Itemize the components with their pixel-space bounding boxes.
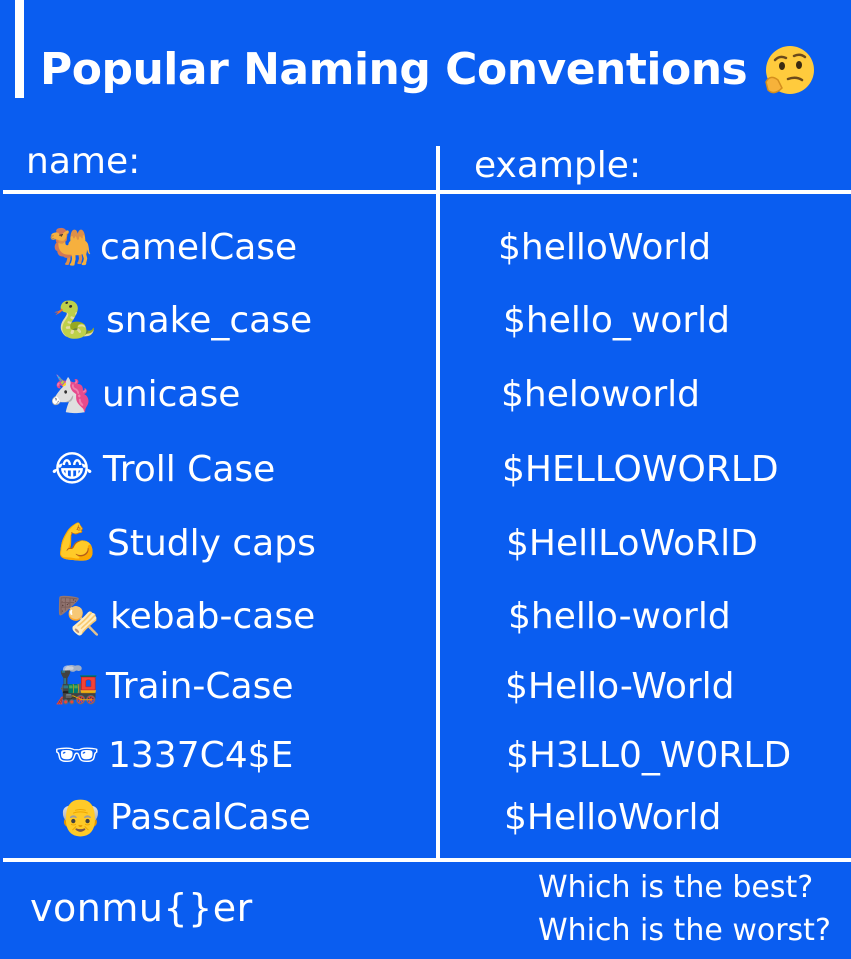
convention-example: $H3LL0_W0RLD	[506, 735, 792, 776]
example-column-header: example:	[474, 145, 642, 186]
unicorn-icon: 🦄	[48, 374, 93, 415]
snake-icon: 🐍	[52, 300, 97, 341]
convention-name: snake_case	[106, 300, 313, 341]
convention-name: PascalCase	[110, 797, 311, 838]
list-item: 💪 Studly caps $HellLoWoRlD	[0, 515, 851, 575]
convention-example: $Hello-World	[505, 666, 735, 707]
convention-name: Train-Case	[106, 666, 294, 707]
brand-logo: vonmu{}er	[30, 886, 253, 930]
question-best: Which is the best?	[538, 870, 814, 905]
list-item: 👴 PascalCase $HelloWorld	[0, 790, 851, 850]
title-accent-bar	[15, 0, 24, 98]
column-divider	[436, 146, 440, 862]
locomotive-icon: 🚂	[54, 665, 99, 706]
page-title: Popular Naming Conventions	[40, 44, 748, 95]
sunglasses-icon: 🕶	[54, 735, 100, 776]
convention-example: $helloWorld	[498, 227, 712, 268]
question-worst: Which is the worst?	[538, 913, 831, 948]
list-item: 🐍 snake_case $hello_world	[0, 293, 851, 353]
flexed-biceps-icon: 💪	[54, 522, 99, 563]
convention-example: $HellLoWoRlD	[506, 523, 758, 564]
list-item: 🚂 Train-Case $Hello-World	[0, 658, 851, 718]
list-item: 🍢 kebab-case $hello-world	[0, 589, 851, 649]
laughing-face-icon: 😂	[50, 449, 94, 490]
footer-divider	[3, 858, 851, 862]
header-divider	[3, 190, 851, 194]
convention-name: Troll Case	[103, 449, 276, 490]
convention-example: $hello_world	[503, 300, 731, 341]
camel-icon: 🐫	[48, 227, 93, 268]
convention-example: $HelloWorld	[504, 797, 722, 838]
list-item: 🕶 1337C4$E $H3LL0_W0RLD	[0, 728, 851, 788]
thinking-face-icon	[765, 46, 814, 94]
convention-name: 1337C4$E	[108, 735, 294, 776]
convention-example: $HELLOWORLD	[502, 449, 779, 490]
list-item: 🦄 unicase $heloworld	[0, 367, 851, 427]
convention-name: unicase	[102, 374, 241, 415]
list-item: 😂 Troll Case $HELLOWORLD	[0, 441, 851, 501]
convention-name: Studly caps	[107, 523, 316, 564]
old-man-icon: 👴	[58, 797, 103, 838]
convention-example: $heloworld	[501, 374, 701, 415]
convention-example: $hello-world	[508, 596, 731, 637]
list-item: 🐫 camelCase $helloWorld	[0, 220, 851, 280]
kebab-skewer-icon: 🍢	[56, 596, 101, 637]
convention-name: camelCase	[100, 227, 298, 268]
name-column-header: name:	[26, 141, 141, 182]
convention-name: kebab-case	[110, 596, 316, 637]
